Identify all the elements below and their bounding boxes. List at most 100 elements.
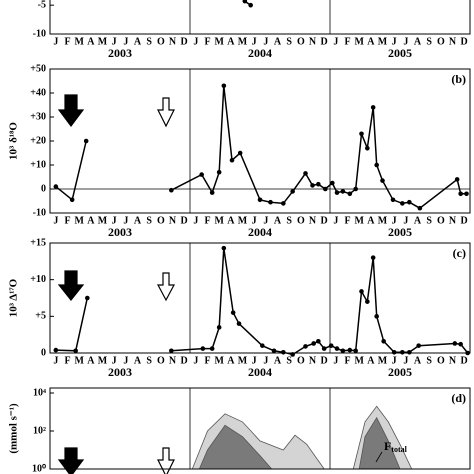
- y-tick-label: +15: [30, 237, 46, 248]
- year-label: 2005: [388, 225, 412, 239]
- month-label: A: [367, 355, 375, 366]
- year-label: 2003: [108, 46, 132, 60]
- point: [458, 341, 463, 347]
- point: [281, 201, 286, 206]
- point: [407, 349, 412, 355]
- month-label: S: [426, 355, 432, 366]
- point: [380, 178, 385, 183]
- y-tick-label: +20: [30, 135, 46, 146]
- point: [454, 177, 460, 182]
- month-label: J: [123, 215, 128, 226]
- year-label: 2004: [248, 46, 272, 60]
- month-label: N: [309, 355, 317, 366]
- y-tick-label: +10: [30, 274, 46, 285]
- month-label: J: [112, 36, 117, 47]
- year-label: 2004: [248, 365, 272, 379]
- y-tick-label: +40: [30, 87, 46, 98]
- month-label: J: [263, 355, 268, 366]
- month-label: D: [461, 355, 468, 366]
- y-tick-label: 10²: [33, 425, 46, 436]
- point: [248, 2, 253, 8]
- month-label: M: [214, 36, 224, 47]
- month-label: S: [286, 215, 292, 226]
- month-label: A: [87, 215, 95, 226]
- month-label: O: [297, 215, 305, 226]
- month-label: J: [403, 36, 408, 47]
- month-label: S: [146, 36, 152, 47]
- arrows: [57, 94, 175, 474]
- month-label: M: [378, 36, 388, 47]
- panel: +50+40+30+20+100-10J F M A M J J A S O N D J F M A M J J A S…: [8, 63, 471, 239]
- plot-frame: [49, 387, 471, 470]
- point: [390, 197, 396, 203]
- month-label: A: [227, 36, 235, 47]
- month-label: D: [181, 36, 188, 47]
- panel-label: (b): [451, 72, 466, 86]
- month-label: A: [134, 215, 142, 226]
- point: [316, 181, 321, 187]
- month-label: F: [204, 215, 210, 226]
- panel-label: (d): [451, 391, 466, 405]
- month-label: A: [274, 355, 282, 366]
- month-label: D: [321, 215, 328, 226]
- month-label: M: [238, 215, 248, 226]
- y-tick-label: +10: [30, 159, 46, 170]
- panel: 10⁴ 10² 10⁰ (d) (mmol s⁻¹) Ftotal: [8, 387, 471, 474]
- point: [359, 131, 364, 137]
- month-label: J: [112, 215, 117, 226]
- month-label: N: [449, 36, 457, 47]
- point: [328, 343, 334, 348]
- y-tick-label: -10: [33, 207, 46, 218]
- month-label: N: [169, 215, 177, 226]
- point: [321, 346, 327, 351]
- point: [229, 157, 235, 163]
- point: [400, 201, 405, 206]
- annotation-subscript: total: [391, 445, 407, 454]
- point: [200, 346, 206, 351]
- month-label: A: [367, 215, 375, 226]
- point: [303, 171, 308, 176]
- y-tick-label: 10⁴: [33, 387, 46, 398]
- month-label: J: [252, 36, 257, 47]
- month-label: A: [414, 355, 422, 366]
- point: [268, 199, 273, 205]
- point: [209, 190, 215, 195]
- point: [381, 338, 386, 344]
- month-label: O: [157, 355, 165, 366]
- panel: -5-10J F M A M J J A S O N D J F M A M J J A S O N D J F M A M J J A S O N…: [33, 0, 471, 60]
- plot-frame: [49, 68, 471, 214]
- month-label: J: [392, 355, 397, 366]
- y-tick-label: +5: [35, 311, 46, 322]
- point: [310, 183, 315, 188]
- point: [221, 245, 227, 251]
- month-label: M: [354, 36, 364, 47]
- month-label: M: [238, 355, 248, 366]
- month-label: A: [227, 215, 235, 226]
- month-label: F: [64, 355, 70, 366]
- point: [216, 325, 222, 330]
- month-label: J: [123, 36, 128, 47]
- month-label: A: [367, 36, 375, 47]
- month-label: J: [392, 36, 397, 47]
- month-label: F: [344, 215, 350, 226]
- point: [374, 314, 379, 319]
- month-label: J: [53, 215, 58, 226]
- month-label: S: [146, 355, 152, 366]
- y-tick-label: +50: [30, 63, 46, 74]
- month-label: M: [74, 36, 84, 47]
- point: [353, 348, 358, 354]
- line: [55, 85, 467, 210]
- month-label: O: [437, 36, 445, 47]
- month-label: J: [193, 215, 198, 226]
- month-label: A: [274, 215, 282, 226]
- y-tick-label: 10⁰: [32, 463, 46, 474]
- month-label: J: [53, 36, 58, 47]
- month-label: M: [98, 215, 108, 226]
- point: [400, 349, 405, 355]
- month-label: F: [344, 36, 350, 47]
- point: [53, 184, 59, 189]
- y-tick-label: -5: [38, 0, 46, 10]
- month-label: M: [214, 215, 224, 226]
- point: [458, 191, 463, 197]
- month-label: N: [169, 355, 177, 366]
